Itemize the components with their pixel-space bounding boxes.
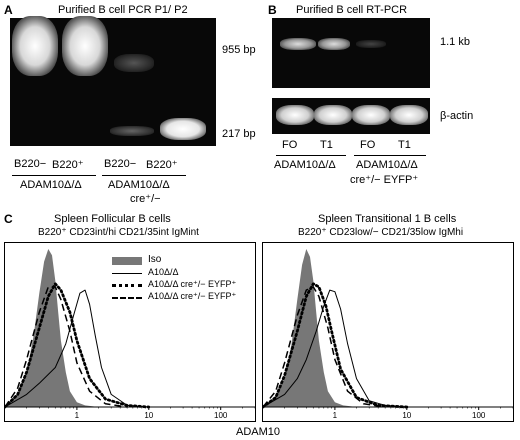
right-histogram-subtitle: B220⁺ CD23low/− CD21/35low IgMhi — [298, 227, 464, 238]
legend-item: A10Δ/Δ cre⁺/− EYFP⁺ — [112, 291, 252, 303]
panel-a-title: Purified B cell PCR P1/ P2 — [58, 4, 188, 16]
histogram-left: 1 10 100 — [3, 242, 256, 422]
lane-label: FO — [360, 139, 376, 151]
lane-label: B220⁺ — [52, 159, 84, 171]
size-marker-217: 217 bp — [222, 128, 256, 140]
x-axis-label: ADAM10 — [236, 426, 281, 438]
group-label: cre⁺/− EYFP⁺ — [350, 174, 419, 186]
gel-band — [114, 54, 154, 72]
group-label: cre⁺/− — [130, 193, 161, 205]
histogram-left-svg: 1 10 100 — [3, 249, 256, 420]
legend-label: Iso — [148, 254, 162, 265]
x-tick-label: 100 — [214, 411, 228, 420]
rtpcr-gel — [272, 18, 430, 88]
lane-label: B220− — [104, 158, 137, 170]
gel-band — [62, 16, 108, 76]
histogram-right: 1 10 100 — [261, 242, 514, 422]
x-tick-label: 10 — [144, 411, 153, 420]
a10-cre-dashed-curve — [4, 286, 128, 408]
gel-band — [352, 105, 390, 125]
legend-swatch-iso — [112, 257, 142, 265]
a10-cre-dotted-curve — [3, 282, 151, 409]
x-tick-label: 10 — [402, 411, 411, 420]
a10-solid-curve — [4, 289, 149, 408]
gel-band — [318, 38, 350, 50]
histogram-right-svg: 1 10 100 — [261, 249, 514, 420]
lane-label: B220− — [14, 158, 47, 170]
lane-label: FO — [282, 139, 298, 151]
lane-label: T1 — [398, 139, 411, 151]
left-histogram-title: Spleen Follicular B cells — [54, 213, 171, 225]
panel-b-title: Purified B cell RT-PCR — [296, 4, 408, 16]
iso-curve — [263, 249, 370, 407]
pcr-gel — [10, 16, 216, 146]
x-tick-label: 1 — [75, 411, 80, 420]
legend-label: A10Δ/Δ cre⁺/− EYFP⁺ — [148, 279, 237, 289]
a10-cre-dashed-curve — [262, 286, 386, 408]
iso-curve — [5, 249, 112, 407]
legend-label: A10Δ/Δ cre⁺/− EYFP⁺ — [148, 291, 237, 301]
group-divider — [354, 155, 426, 156]
gel-band — [276, 105, 314, 125]
x-tick-label: 1 — [333, 411, 338, 420]
legend-swatch-dashed — [112, 297, 142, 299]
legend-label: A10Δ/Δ — [148, 267, 179, 277]
gel-band — [160, 118, 206, 140]
group-divider — [12, 175, 96, 176]
legend-item: A10Δ/Δ cre⁺/− EYFP⁺ — [112, 279, 252, 291]
gel-band — [280, 38, 316, 50]
group-label: ADAM10Δ/Δ — [108, 179, 170, 191]
gel-band — [390, 105, 428, 125]
left-histogram-subtitle: B220⁺ CD23int/hi CD21/35int IgMint — [38, 227, 199, 238]
legend-item: A10Δ/Δ — [112, 267, 252, 279]
a10-solid-curve — [262, 289, 407, 408]
lane-label: B220⁺ — [146, 159, 178, 171]
actin-gel — [272, 98, 430, 134]
group-divider — [102, 175, 186, 176]
panel-c-letter: C — [4, 212, 13, 226]
gel-band — [356, 40, 386, 48]
group-label: ADAM10Δ/Δ — [356, 159, 418, 171]
lane-label: T1 — [320, 139, 333, 151]
group-label: ADAM10Δ/Δ — [20, 179, 82, 191]
panel-a-letter: A — [4, 3, 13, 17]
legend-item: Iso — [112, 254, 252, 267]
group-divider — [276, 155, 346, 156]
x-tick-label: 100 — [472, 411, 486, 420]
band-label: 1.1 kb — [440, 36, 470, 48]
gel-band — [110, 126, 154, 136]
gel-band — [314, 105, 352, 125]
group-label: ADAM10Δ/Δ — [274, 159, 336, 171]
legend-swatch-dotted — [112, 284, 142, 287]
panel-b-letter: B — [268, 3, 277, 17]
legend-swatch-solid — [112, 273, 142, 274]
size-marker-955: 955 bp — [222, 44, 256, 56]
gel-band — [12, 16, 58, 76]
right-histogram-title: Spleen Transitional 1 B cells — [318, 213, 457, 225]
legend: Iso A10Δ/Δ A10Δ/Δ cre⁺/− EYFP⁺ A10Δ/Δ cr… — [112, 254, 252, 303]
control-label: β-actin — [440, 110, 474, 122]
